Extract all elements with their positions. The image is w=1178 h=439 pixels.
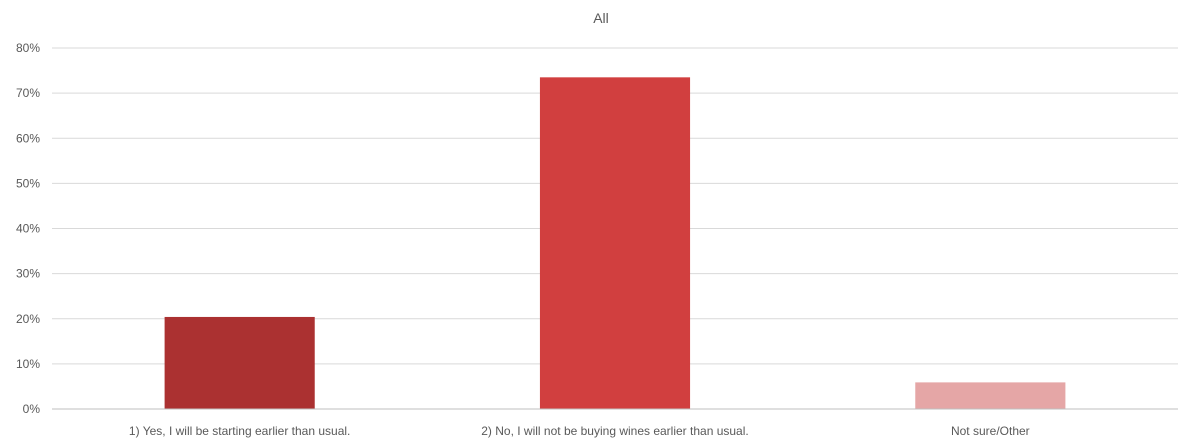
y-tick-label: 40%	[16, 222, 40, 236]
x-axis-category-labels: 1) Yes, I will be starting earlier than …	[129, 424, 1030, 438]
y-tick-label: 20%	[16, 312, 40, 326]
chart-title: All	[593, 10, 609, 26]
y-tick-label: 10%	[16, 357, 40, 371]
bar	[539, 77, 691, 410]
y-tick-label: 60%	[16, 131, 40, 145]
bar	[915, 382, 1066, 409]
y-tick-label: 0%	[23, 402, 41, 416]
x-category-label: 1) Yes, I will be starting earlier than …	[129, 424, 350, 438]
y-tick-label: 70%	[16, 86, 40, 100]
y-axis-tick-labels: 0% 10% 20% 30% 40% 50% 60% 70% 80%	[16, 41, 40, 416]
x-category-label: 2) No, I will not be buying wines earlie…	[481, 424, 748, 438]
y-tick-label: 80%	[16, 41, 40, 55]
bar	[164, 316, 315, 409]
x-category-label: Not sure/Other	[951, 424, 1030, 438]
y-tick-label: 50%	[16, 176, 40, 190]
y-tick-label: 30%	[16, 267, 40, 281]
bars	[164, 77, 1066, 410]
